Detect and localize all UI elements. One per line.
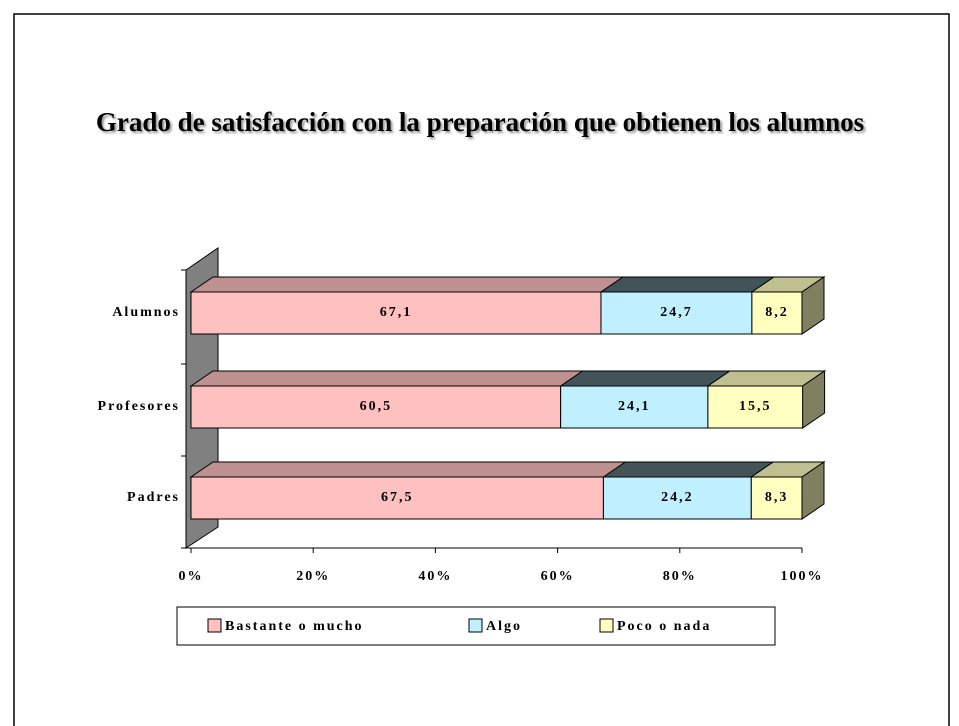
data-label: 8,2 — [765, 305, 789, 320]
frame — [13, 13, 950, 726]
legend-swatch — [468, 618, 483, 633]
data-label: 15,5 — [739, 399, 772, 414]
x-tick-label: 60% — [541, 569, 575, 584]
data-label: 60,5 — [360, 399, 393, 414]
y-tick-label: Alumnos — [112, 305, 180, 320]
x-tick-label: 80% — [663, 569, 697, 584]
data-label: 24,1 — [618, 399, 651, 414]
bar-top — [601, 461, 775, 478]
chart-title: Grado de satisfacción con la preparación… — [95, 107, 865, 137]
bar-top — [189, 276, 625, 293]
x-tick-label: 0% — [179, 569, 204, 584]
y-tick-label: Padres — [127, 490, 180, 505]
bar — [602, 476, 752, 520]
legend-label: Algo — [486, 619, 522, 634]
legend-swatch — [207, 618, 222, 633]
x-tick-label: 100% — [781, 569, 824, 584]
data-label: 67,1 — [380, 305, 413, 320]
x-tick-label: 20% — [296, 569, 330, 584]
bar — [751, 291, 803, 335]
y-tick-label: Profesores — [98, 399, 180, 414]
data-label: 24,2 — [661, 490, 694, 505]
bar — [707, 385, 804, 429]
x-tick-label: 40% — [418, 569, 452, 584]
bar-top — [559, 370, 732, 387]
legend-label: Bastante o mucho — [225, 619, 364, 634]
legend-swatch — [599, 618, 614, 633]
bar — [600, 291, 753, 335]
bar-top — [599, 276, 776, 293]
data-label: 24,7 — [660, 305, 693, 320]
bar — [750, 476, 803, 520]
data-label: 67,5 — [381, 490, 414, 505]
bar-top — [189, 370, 585, 387]
bar-top — [189, 461, 628, 478]
bar — [190, 476, 604, 520]
data-label: 8,3 — [765, 490, 789, 505]
legend-label: Poco o nada — [617, 619, 711, 634]
